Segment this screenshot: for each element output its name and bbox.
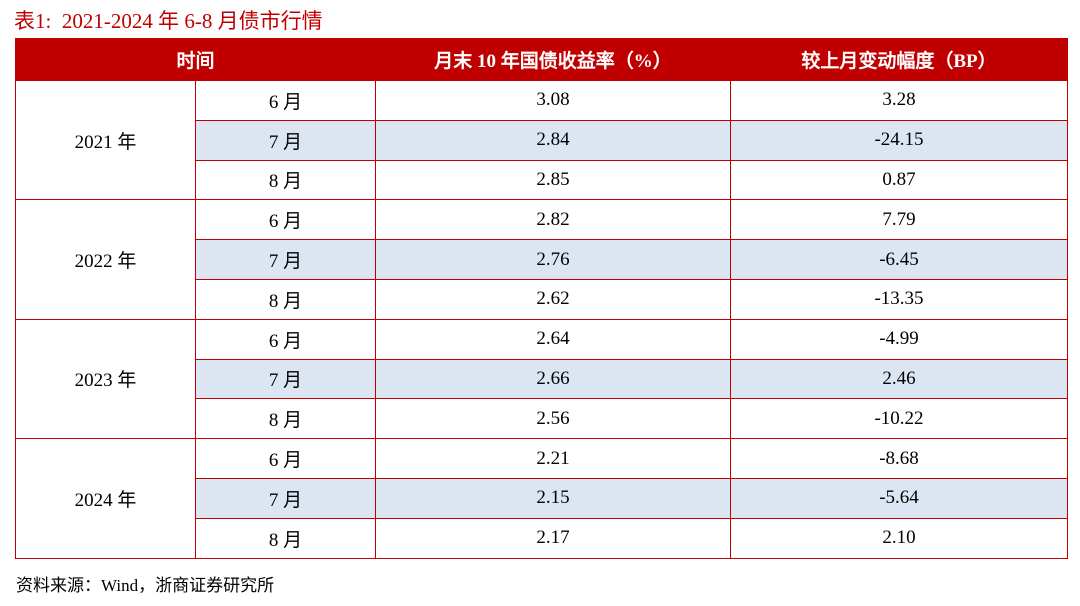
change-cell: 0.87: [730, 159, 1069, 201]
source-note: 资料来源：Wind，浙商证券研究所: [16, 576, 275, 595]
table-row: 7 月 2.84 -24.15: [16, 119, 1069, 161]
month-cell: 6 月: [194, 318, 377, 360]
month-cell: 6 月: [194, 80, 377, 121]
table-title: 表1: 2021-2024 年 6-8 月债市行情: [14, 9, 323, 33]
month-cell: 7 月: [194, 358, 377, 400]
year-cell: 2023 年: [15, 318, 196, 440]
year-cell: 2022 年: [15, 199, 196, 320]
yield-cell: 2.64: [375, 318, 732, 360]
header-yield: 月末 10 年国债收益率（%）: [375, 38, 732, 81]
yield-cell: 3.08: [375, 80, 732, 121]
header-row: 时间 月末 10 年国债收益率（%） 较上月变动幅度（BP）: [14, 38, 1069, 81]
month-cell: 8 月: [194, 159, 377, 201]
month-cell: 8 月: [194, 517, 377, 559]
yield-cell: 2.66: [375, 358, 732, 400]
table-row: 8 月 2.17 2.10: [16, 517, 1069, 559]
month-cell: 8 月: [194, 278, 377, 320]
yield-cell: 2.85: [375, 159, 732, 201]
month-cell: 8 月: [194, 398, 377, 440]
yield-cell: 2.17: [375, 517, 732, 559]
year-cell: 2021 年: [15, 79, 196, 201]
header-time: 时间: [14, 38, 377, 81]
month-cell: 6 月: [194, 438, 377, 479]
change-cell: -4.99: [730, 318, 1069, 360]
month-cell: 7 月: [194, 239, 377, 280]
change-cell: -24.15: [730, 119, 1069, 161]
yield-cell: 2.15: [375, 477, 732, 519]
table-row: 8 月 2.62 -13.35: [16, 278, 1069, 320]
yield-cell: 2.76: [375, 239, 732, 280]
change-cell: -8.68: [730, 438, 1069, 479]
change-cell: -5.64: [730, 477, 1069, 519]
table-row: 8 月 2.85 0.87: [16, 159, 1069, 201]
month-cell: 6 月: [194, 199, 377, 241]
change-cell: -6.45: [730, 239, 1069, 280]
month-cell: 7 月: [194, 119, 377, 161]
change-cell: -10.22: [730, 398, 1069, 440]
change-cell: 2.46: [730, 358, 1069, 400]
change-cell: 2.10: [730, 517, 1069, 559]
year-cell: 2024 年: [15, 438, 196, 559]
change-cell: 7.79: [730, 199, 1069, 241]
yield-cell: 2.56: [375, 398, 732, 440]
yield-cell: 2.84: [375, 119, 732, 161]
table-row: 8 月 2.56 -10.22: [16, 398, 1069, 440]
yield-cell: 2.82: [375, 199, 732, 241]
table-row: 7 月 2.76 -6.45: [16, 239, 1069, 280]
change-cell: 3.28: [730, 80, 1069, 121]
yield-cell: 2.21: [375, 438, 732, 479]
table-row: 7 月 2.66 2.46: [16, 358, 1069, 400]
change-cell: -13.35: [730, 278, 1069, 320]
header-change: 较上月变动幅度（BP）: [730, 38, 1069, 81]
month-cell: 7 月: [194, 477, 377, 519]
yield-cell: 2.62: [375, 278, 732, 320]
